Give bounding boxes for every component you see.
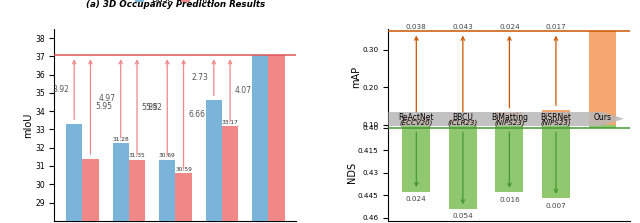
Text: 31.35: 31.35: [129, 153, 145, 159]
Text: 0.007: 0.007: [545, 203, 566, 209]
Bar: [205, 100, 222, 223]
Bar: [129, 160, 145, 223]
Text: 33.17: 33.17: [221, 120, 239, 125]
Text: 31.28: 31.28: [113, 136, 129, 142]
Bar: [495, 112, 524, 162]
Bar: [542, 109, 570, 162]
Bar: [589, 0, 616, 128]
Y-axis label: mIoU: mIoU: [24, 112, 33, 138]
FancyBboxPatch shape: [388, 107, 624, 130]
Text: 0.043: 0.043: [452, 24, 473, 30]
Text: ReActNet: ReActNet: [399, 113, 434, 122]
Bar: [449, 118, 477, 162]
Text: 2.73: 2.73: [192, 73, 209, 82]
Text: 0.038: 0.038: [406, 24, 427, 30]
Legend: Base, Tiny: Base, Tiny: [132, 0, 220, 8]
Bar: [66, 124, 83, 223]
Text: (NIPS23): (NIPS23): [541, 120, 572, 126]
Text: BBCU: BBCU: [452, 113, 474, 122]
Text: 4.07: 4.07: [235, 86, 252, 95]
Bar: [222, 126, 238, 223]
Bar: [449, 0, 477, 209]
Text: 0.024: 0.024: [406, 196, 427, 202]
Bar: [269, 55, 285, 223]
Text: Ours: Ours: [593, 113, 611, 122]
Bar: [542, 0, 570, 198]
Text: BiSRNet: BiSRNet: [540, 113, 572, 122]
Text: (ECCV20): (ECCV20): [399, 120, 433, 126]
Bar: [159, 160, 175, 223]
Text: 0.016: 0.016: [499, 197, 520, 203]
Text: 5.95: 5.95: [95, 102, 112, 111]
Text: 0.054: 0.054: [452, 213, 473, 219]
Bar: [83, 159, 99, 223]
Text: 3.92: 3.92: [52, 85, 69, 94]
Bar: [403, 117, 430, 162]
Text: 30.69: 30.69: [159, 153, 175, 159]
Title: (a) 3D Occupancy Prediction Results: (a) 3D Occupancy Prediction Results: [86, 0, 265, 9]
Text: 4.97: 4.97: [99, 94, 116, 103]
Y-axis label: mAP: mAP: [351, 66, 361, 88]
Bar: [589, 31, 616, 162]
Text: BiMatting: BiMatting: [491, 113, 528, 122]
Text: 6.66: 6.66: [188, 109, 205, 118]
Text: 30.59: 30.59: [175, 167, 192, 172]
Text: 5.85: 5.85: [141, 103, 159, 112]
Text: 5.92: 5.92: [145, 103, 162, 112]
Text: 0.024: 0.024: [499, 24, 520, 30]
Bar: [252, 55, 269, 223]
Bar: [113, 142, 129, 223]
Y-axis label: NDS: NDS: [346, 162, 356, 183]
Bar: [175, 173, 192, 223]
Text: 0.017: 0.017: [545, 24, 566, 30]
Text: (NIPS23): (NIPS23): [494, 120, 525, 126]
Bar: [495, 0, 524, 192]
Text: (ICLR23): (ICLR23): [448, 120, 478, 126]
Bar: [403, 0, 430, 192]
